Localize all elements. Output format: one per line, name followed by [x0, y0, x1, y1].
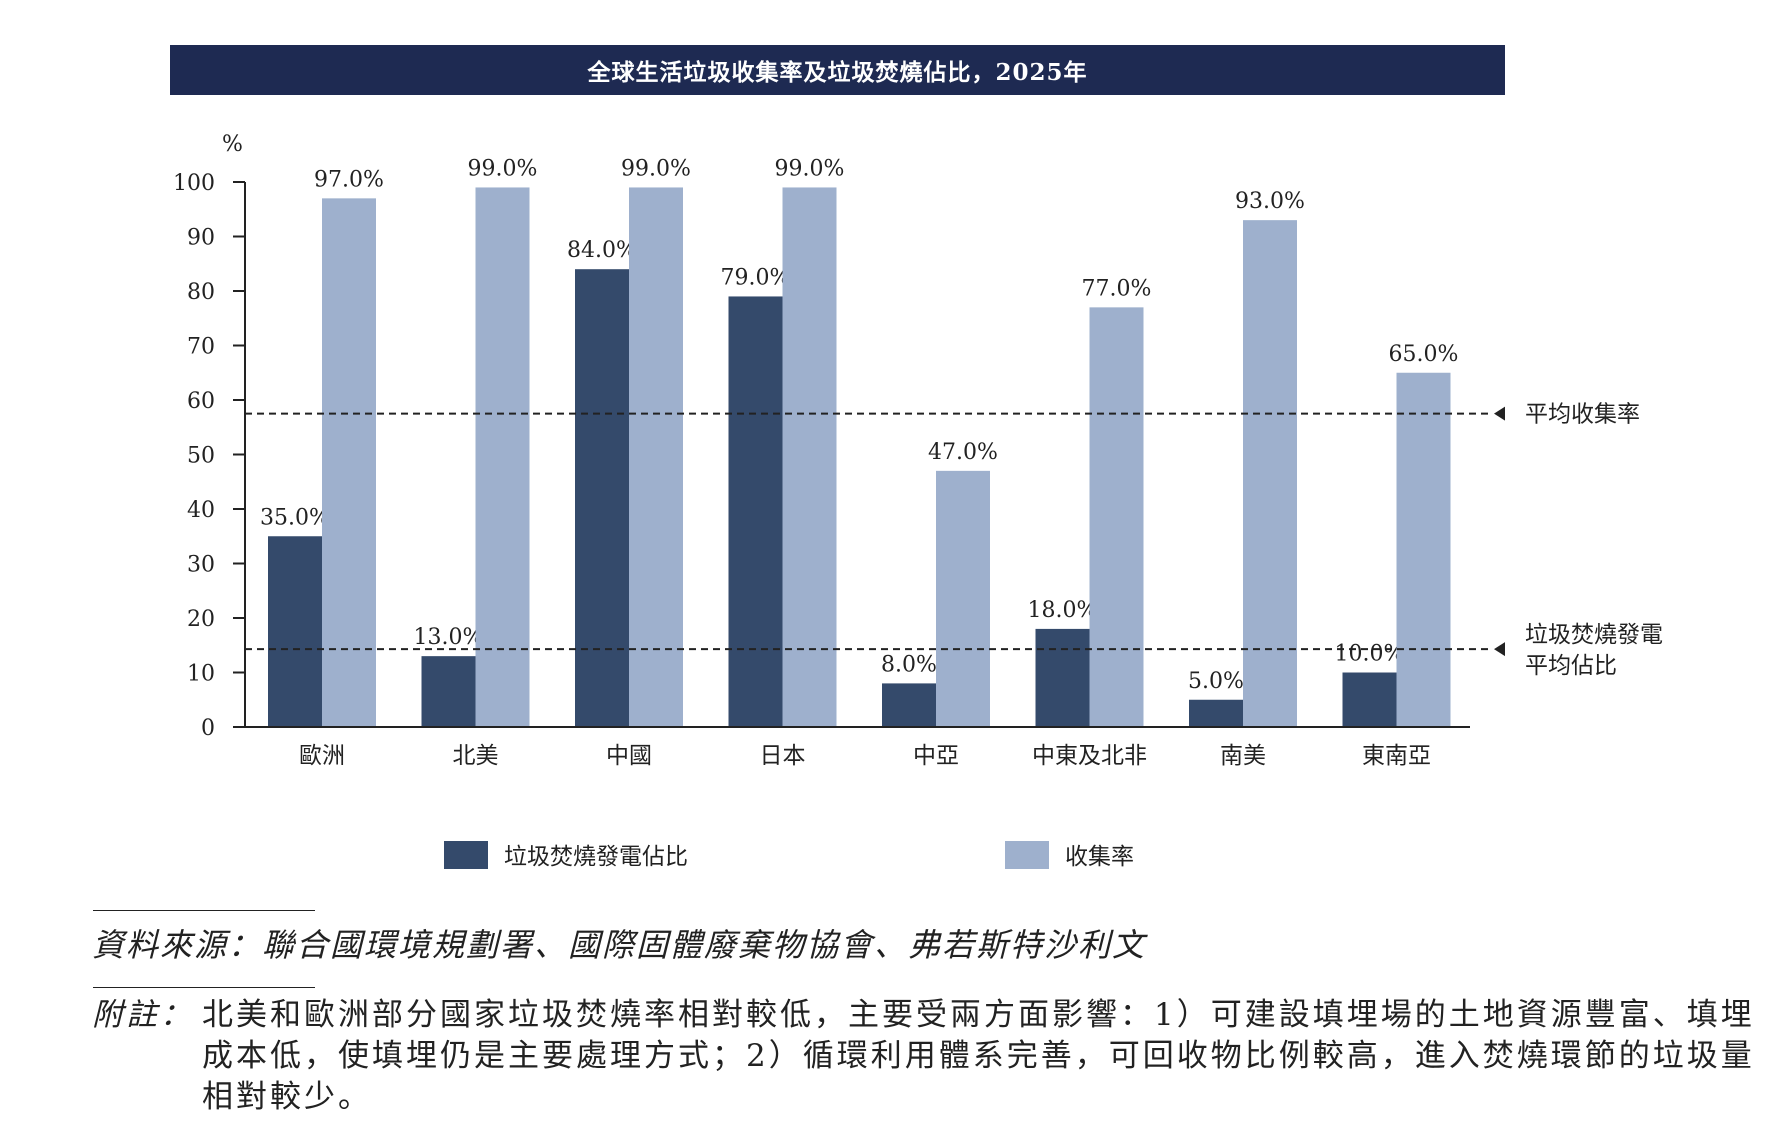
- bar-collection: [1396, 372, 1451, 727]
- bar-collection: [936, 470, 990, 727]
- data-label-incineration: 18.0%: [1028, 598, 1098, 623]
- y-tick-label: 100: [173, 171, 215, 196]
- data-label-incineration: 8.0%: [881, 652, 937, 677]
- y-tick-label: 90: [187, 226, 215, 251]
- source-text: 資料來源：聯合國環境規劃署、國際固體廢棄物協會、弗若斯特沙利文: [92, 926, 1147, 964]
- data-label-collection: 99.0%: [468, 156, 538, 181]
- legend-swatch: [444, 841, 488, 869]
- note-label: 附註：: [92, 997, 194, 1033]
- x-tick-label: 南美: [1220, 743, 1266, 769]
- note: 附註： 北美和歐洲部分國家垃圾焚燒率相對較低，主要受兩方面影響：1）可建設填埋場…: [92, 995, 1772, 1118]
- data-label-incineration: 84.0%: [567, 238, 637, 263]
- y-tick-label: 60: [187, 389, 215, 414]
- data-label-collection: 97.0%: [314, 167, 384, 192]
- data-label-incineration: 79.0%: [721, 265, 791, 290]
- data-label-collection: 93.0%: [1235, 189, 1305, 214]
- bar-chart: % 0 10 20 30 40 50 60 70 80 90 100 35.0% 97.0% 歐洲 13.0%…: [173, 132, 1663, 870]
- chart-title: 全球生活垃圾收集率及垃圾焚燒佔比，2025年: [170, 45, 1505, 95]
- bar-incineration: [575, 269, 629, 727]
- data-label-incineration: 13.0%: [414, 625, 484, 650]
- data-label-collection: 47.0%: [928, 440, 998, 465]
- bar-incineration: [1189, 699, 1243, 727]
- source-rule: [93, 910, 315, 911]
- reference-label: 平均收集率: [1525, 402, 1640, 428]
- bar-incineration: [421, 656, 476, 727]
- x-tick-label: 日本: [760, 743, 806, 769]
- x-tick-label: 東南亞: [1362, 743, 1431, 769]
- y-tick-label: 70: [187, 335, 215, 360]
- y-tick-label: 30: [187, 553, 215, 578]
- data-label-incineration: 35.0%: [260, 505, 330, 530]
- bar-incineration: [882, 683, 936, 727]
- y-tick-label: 20: [187, 607, 215, 632]
- bar-incineration: [268, 536, 322, 727]
- legend-swatch: [1005, 841, 1049, 869]
- bar-incineration: [1342, 672, 1397, 727]
- data-label-collection: 99.0%: [621, 156, 691, 181]
- reference-arrow-icon: [1494, 642, 1505, 657]
- reference-arrow-icon: [1494, 406, 1505, 421]
- x-tick-label: 中亞: [913, 743, 959, 769]
- note-text: 北美和歐洲部分國家垃圾焚燒率相對較低，主要受兩方面影響：1）可建設填埋場的土地資…: [202, 997, 1755, 1115]
- y-tick-label: 10: [187, 662, 215, 687]
- data-label-collection: 77.0%: [1082, 276, 1152, 301]
- data-label-incineration: 5.0%: [1188, 669, 1244, 694]
- bar-collection: [475, 187, 530, 727]
- bar-collection: [629, 187, 683, 727]
- bar-incineration: [728, 296, 783, 727]
- note-rule: [93, 987, 315, 988]
- reference-label: 垃圾焚燒發電: [1525, 622, 1663, 648]
- x-tick-label: 歐洲: [299, 743, 345, 769]
- bar-collection: [322, 198, 376, 728]
- x-tick-label: 中國: [606, 743, 652, 769]
- reference-label: 平均佔比: [1525, 653, 1617, 679]
- y-tick-label: 50: [187, 444, 215, 469]
- x-tick-label: 中東及北非: [1032, 743, 1147, 769]
- bar-collection: [1243, 220, 1297, 727]
- data-label-collection: 65.0%: [1389, 342, 1459, 367]
- legend-label: 垃圾焚燒發電佔比: [504, 844, 688, 870]
- bar-collection: [782, 187, 837, 727]
- x-tick-label: 北美: [453, 743, 499, 769]
- bar-incineration: [1035, 628, 1090, 727]
- data-label-incineration: 10.0%: [1335, 642, 1405, 667]
- y-tick-label: 0: [201, 716, 215, 741]
- legend-label: 收集率: [1065, 844, 1134, 870]
- data-label-collection: 99.0%: [775, 156, 845, 181]
- bar-collection: [1089, 307, 1144, 727]
- y-tick-label: 40: [187, 498, 215, 523]
- y-axis-label: %: [222, 132, 243, 157]
- y-tick-label: 80: [187, 280, 215, 305]
